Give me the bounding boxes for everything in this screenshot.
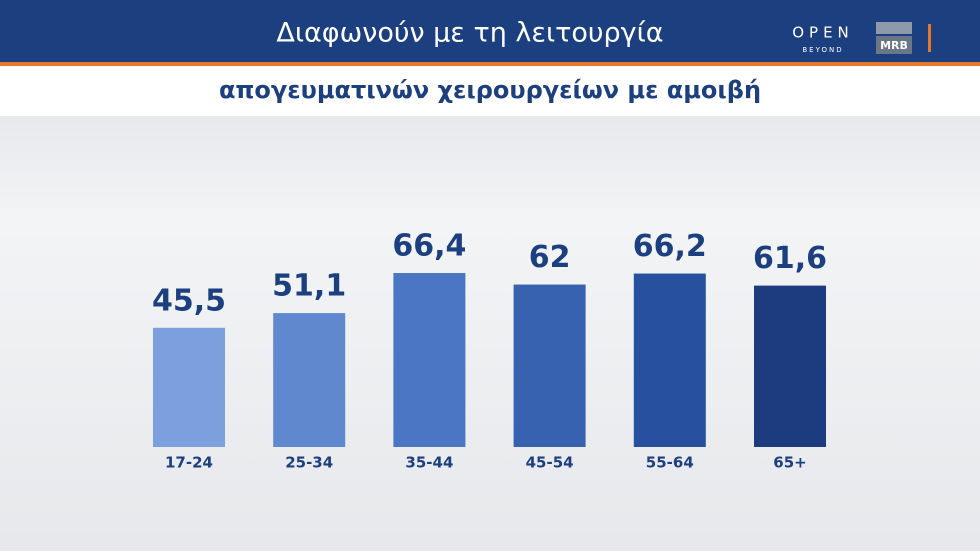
channel-logo: OPEN [792,24,854,42]
value-label: 62 [529,240,571,275]
pollster-logo-box [876,36,912,54]
logo-divider [928,24,931,52]
bar [273,313,346,447]
x-tick-label: 55-64 [646,454,694,472]
bar [633,273,706,447]
pollster-logo-top [876,22,912,34]
bar [513,284,586,447]
header-band [0,0,980,62]
bar [153,327,225,447]
pollster-logo: MRB [880,39,908,52]
value-label: 61,6 [753,241,827,276]
channel-tagline: BEYOND [802,46,843,54]
value-label: 45,5 [152,283,226,318]
x-tick-label: 17-24 [165,454,213,472]
value-label: 66,4 [392,229,466,264]
x-tick-label: 65+ [773,454,806,472]
subtitle-band [0,66,980,116]
value-label: 51,1 [272,269,346,304]
value-label: 66,2 [633,229,707,264]
bar [393,273,466,447]
bar [754,285,826,447]
x-tick-label: 35-44 [405,454,453,472]
chart-subtitle: απογευματινών χειρουργείων με αμοιβή [219,76,761,104]
header-accent [0,62,980,66]
chart-title: Διαφωνούν με τη λειτουργία [276,18,663,49]
x-tick-label: 25-34 [285,454,333,472]
x-tick-label: 45-54 [526,454,574,472]
